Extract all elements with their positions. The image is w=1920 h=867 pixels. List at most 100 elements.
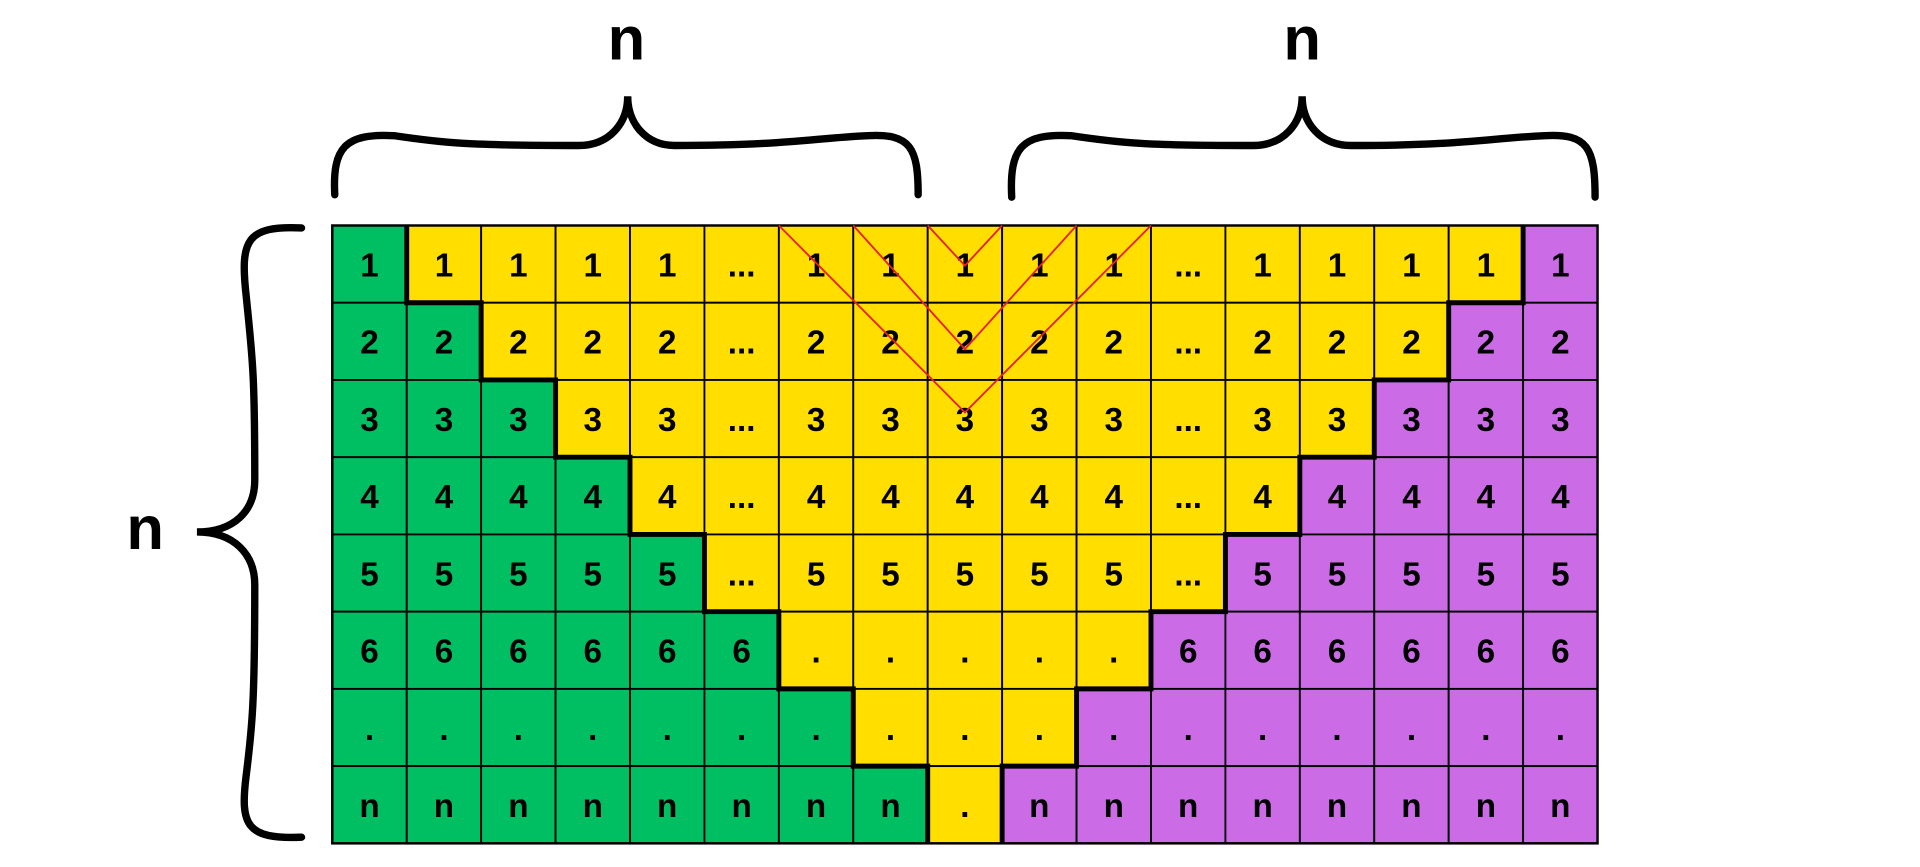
cell-label: ...: [1174, 556, 1202, 593]
grid-cell: [1150, 456, 1227, 536]
cell-label: 3: [956, 402, 974, 439]
cell-label: 2: [658, 325, 676, 362]
cell-label: ...: [728, 479, 756, 516]
grid-cell: [703, 379, 780, 459]
cell-label: 5: [807, 556, 825, 593]
cell-label: 6: [1179, 634, 1197, 671]
grid-cell: [1298, 687, 1376, 768]
cell-label: .: [886, 711, 895, 748]
cell-label: 4: [881, 479, 900, 516]
grid-cell: [554, 533, 631, 613]
cell-label: n: [508, 788, 528, 825]
cell-label: 2: [1253, 325, 1271, 362]
grid: 1 1 1 1 1... 1 1 1 1 1... 1 1 1 1 12 2 2 2 2... 2 2 2 2 2... 2 2 2…: [331, 224, 1599, 845]
grid-cell: [331, 765, 408, 845]
cell-label: n: [806, 788, 826, 825]
grid-cell: [1373, 379, 1450, 459]
cell-label: 6: [1551, 634, 1569, 671]
red-v-line: [778, 224, 1152, 414]
top-right-n-label: n: [1283, 4, 1321, 73]
cell-label: n: [731, 788, 751, 825]
grid-cell: [1298, 379, 1376, 459]
red-v-line: [852, 224, 1078, 351]
cell-label: 2: [360, 325, 378, 362]
cell-label: 3: [584, 402, 602, 439]
cell-label: n: [1401, 788, 1421, 825]
cell-label: .: [514, 711, 523, 748]
grid-cell: [1522, 224, 1599, 304]
cell-label: .: [886, 634, 895, 671]
cell-label: .: [811, 711, 820, 748]
top-left-brace: [330, 96, 922, 199]
cell-label: 6: [509, 634, 527, 671]
grid-cell: [1447, 765, 1525, 845]
cell-label: 5: [584, 556, 602, 593]
grid-cell: [1150, 301, 1227, 381]
grid-cell: [777, 687, 855, 768]
grid-cell: [852, 456, 929, 536]
grid-cell: [852, 533, 929, 613]
grid-cell: [1001, 610, 1078, 690]
cell-label: n: [1327, 788, 1347, 825]
cell-label: 1: [658, 247, 676, 284]
cell-label: 3: [435, 402, 453, 439]
grid-cell: [852, 301, 929, 381]
cell-label: n: [880, 788, 900, 825]
cell-label: 1: [435, 247, 453, 284]
cell-label: 5: [1551, 556, 1569, 593]
cell-label: n: [1104, 788, 1124, 825]
cell-label: ...: [728, 325, 756, 362]
grid-cell: [1075, 456, 1152, 536]
cell-label: .: [737, 711, 746, 748]
cell-label: .: [1035, 711, 1044, 748]
grid-cell: [480, 687, 557, 768]
cell-label: .: [1258, 711, 1267, 748]
grid-cell: [629, 379, 706, 459]
cell-label: 5: [435, 556, 453, 593]
cell-label: 2: [1551, 325, 1569, 362]
grid-cell: [1373, 610, 1450, 690]
grid-cell: [1522, 765, 1599, 845]
cell-label: 4: [807, 479, 826, 516]
cell-label: 1: [1551, 247, 1569, 284]
cell-label: 3: [1328, 402, 1346, 439]
grid-cell: [703, 610, 780, 690]
grid-cell: [777, 456, 855, 536]
cell-label: n: [1550, 788, 1570, 825]
cell-label: 4: [360, 479, 379, 516]
cell-label: 5: [1477, 556, 1495, 593]
grid-cell: [1373, 456, 1450, 536]
cell-label: ...: [1174, 479, 1202, 516]
grid-cell: [1522, 533, 1599, 613]
cell-label: 4: [1253, 479, 1272, 516]
cell-label: 5: [360, 556, 378, 593]
cell-label: 4: [1105, 479, 1124, 516]
grid-cell: [1001, 533, 1078, 613]
cell-label: ...: [728, 402, 756, 439]
grid-cell: [331, 687, 408, 768]
cell-label: 4: [1030, 479, 1049, 516]
region-boundaries: [331, 224, 1599, 845]
cell-label: 5: [1030, 556, 1048, 593]
grid-cell: [1447, 610, 1525, 690]
cell-label: 2: [435, 325, 453, 362]
cell-label: .: [1556, 711, 1565, 748]
cell-label: n: [1476, 788, 1496, 825]
cell-label: 3: [807, 402, 825, 439]
grid-cell: [405, 224, 483, 304]
grid-cell: [405, 765, 483, 845]
cell-label: .: [960, 634, 969, 671]
cell-label: 6: [1328, 634, 1346, 671]
top-left-n-label: n: [608, 4, 646, 73]
grid-cell: [1150, 379, 1227, 459]
cell-label: 3: [1105, 402, 1123, 439]
grid-cell: [554, 379, 631, 459]
grid-cell: [405, 456, 483, 536]
cell-label: 5: [1105, 556, 1123, 593]
cell-label: n: [1252, 788, 1272, 825]
cell-label: 5: [509, 556, 527, 593]
cell-label: 3: [658, 402, 676, 439]
cell-label: ...: [1174, 325, 1202, 362]
cell-label: 6: [1477, 634, 1495, 671]
